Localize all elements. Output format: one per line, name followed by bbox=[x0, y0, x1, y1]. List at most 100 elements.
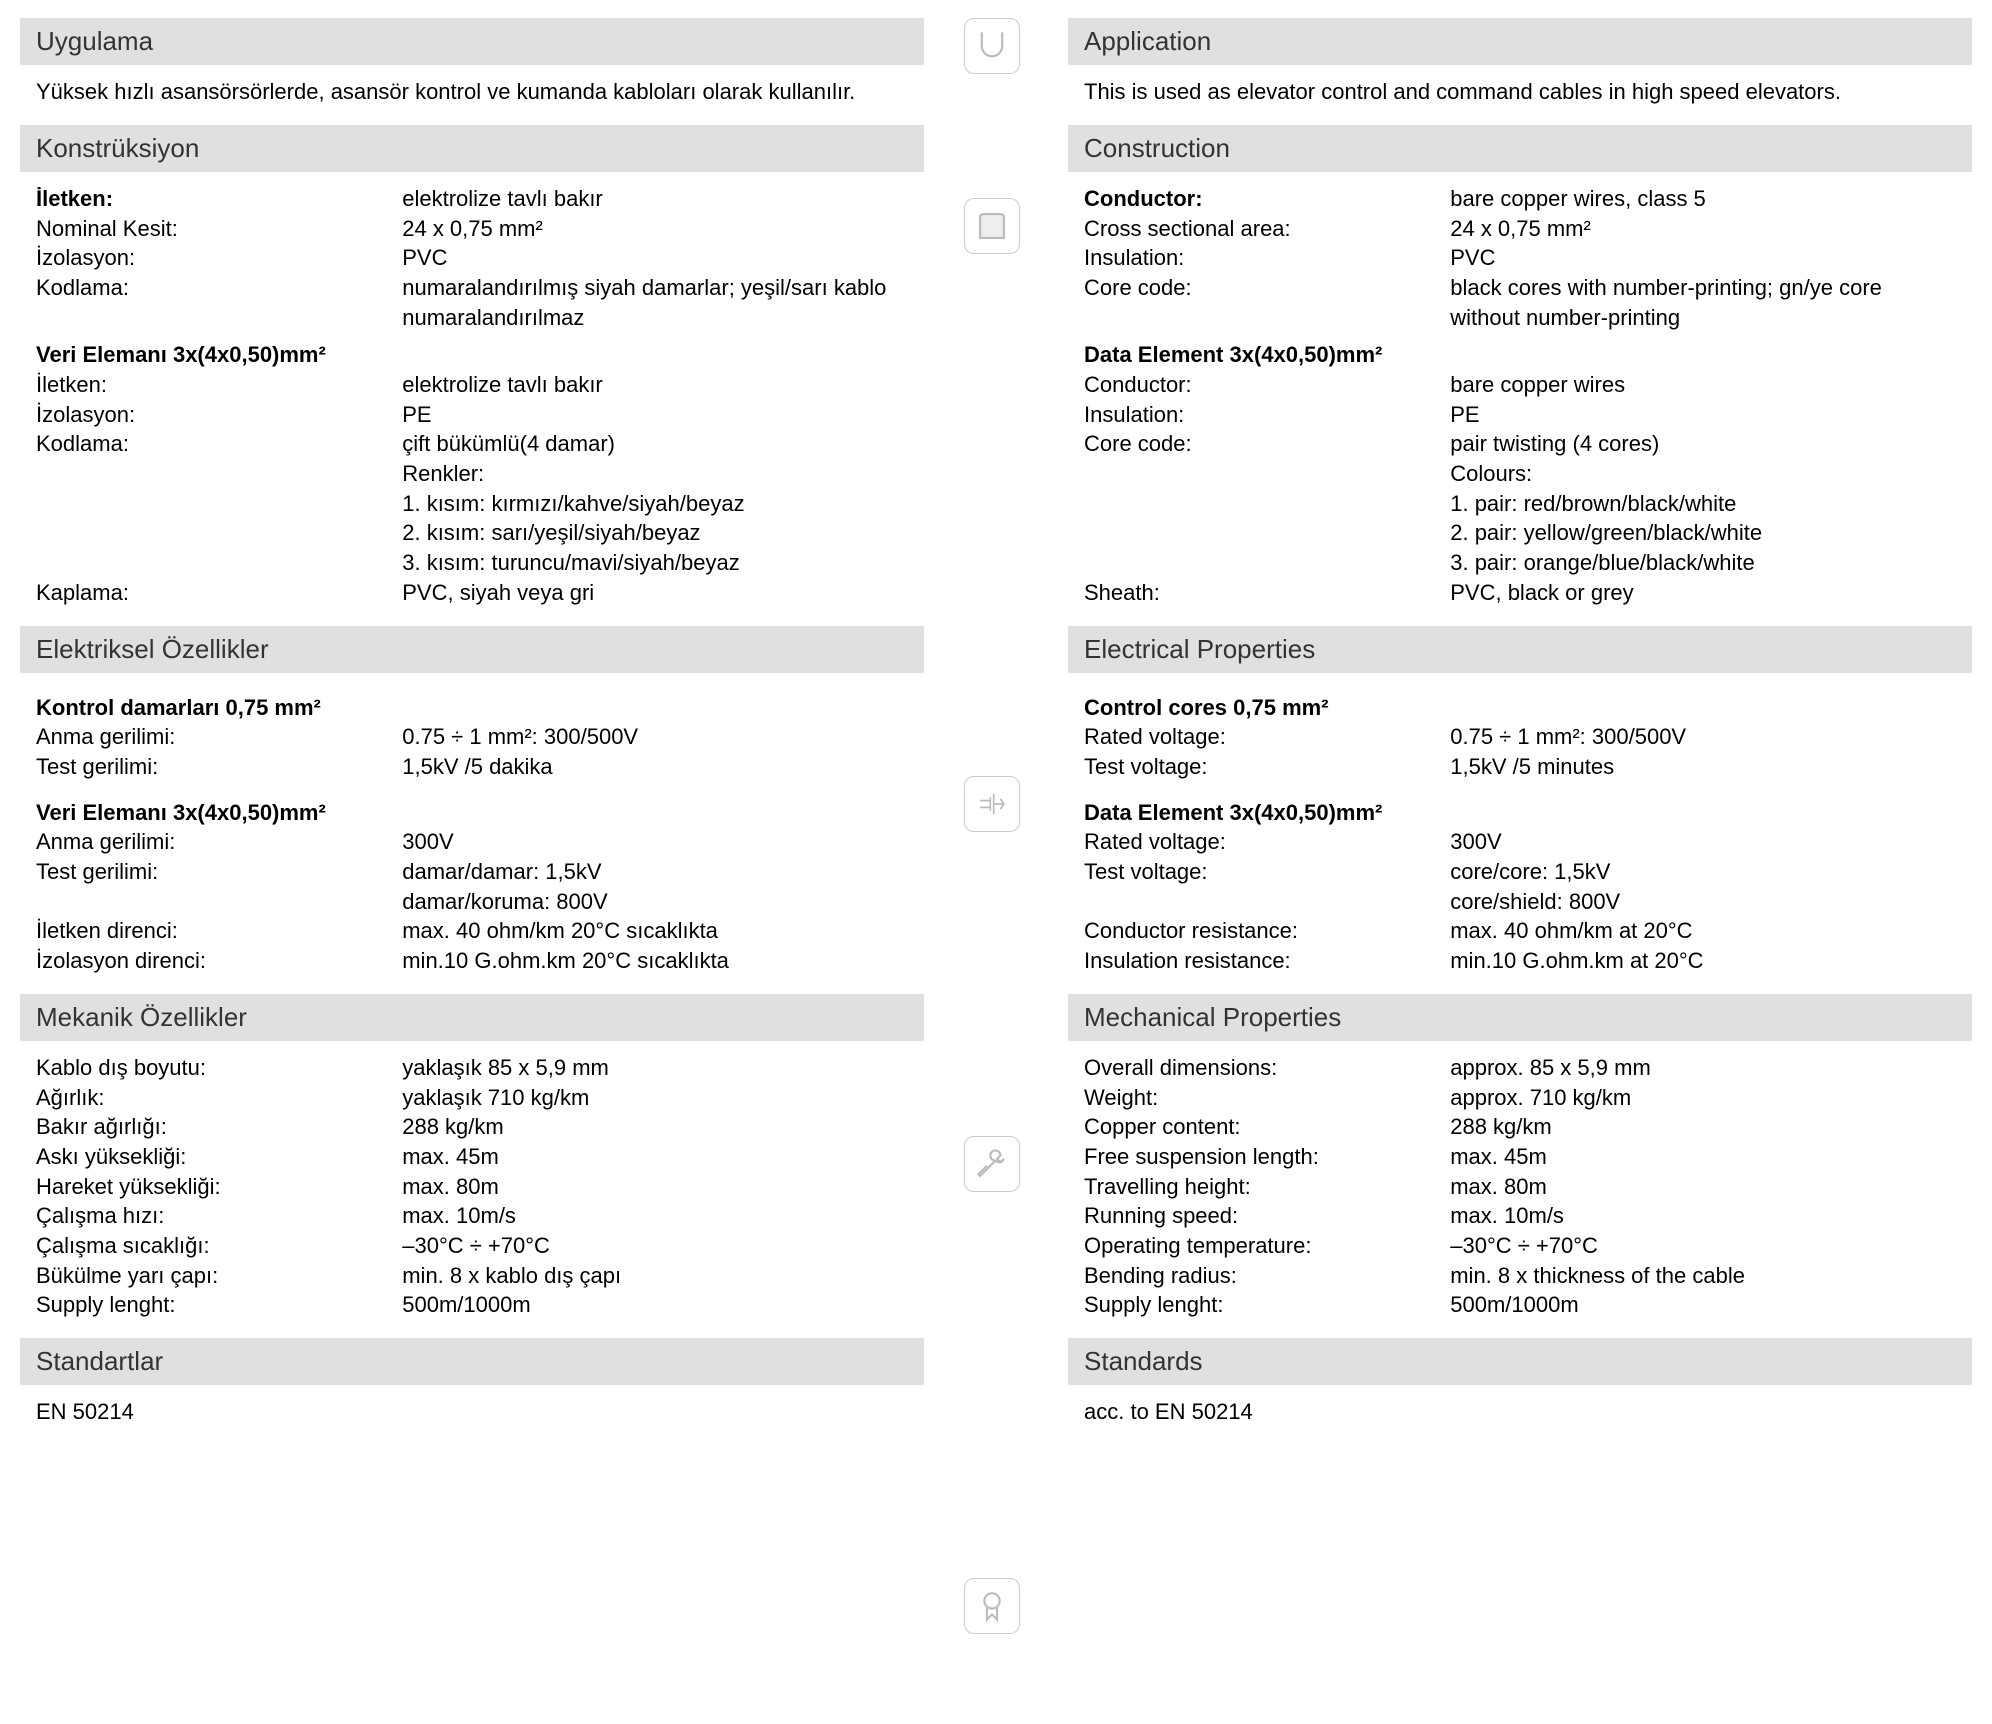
electrical-block-tr: Kontrol damarları 0,75 mm² Anma gerilimi… bbox=[20, 681, 924, 984]
spec-row: Bakır ağırlığı:288 kg/km bbox=[36, 1112, 908, 1142]
spec-value: approx. 85 x 5,9 mm bbox=[1450, 1053, 1956, 1083]
spec-value: PE bbox=[402, 400, 908, 430]
spec-row: Copper content:288 kg/km bbox=[1084, 1112, 1956, 1142]
spec-label: Rated voltage: bbox=[1084, 722, 1450, 752]
spec-label: Test voltage: bbox=[1084, 857, 1450, 887]
spec-value: max. 10m/s bbox=[1450, 1201, 1956, 1231]
spec-value: PVC bbox=[1450, 243, 1956, 273]
spec-label: Bending radius: bbox=[1084, 1261, 1450, 1291]
electrical-block-en: Control cores 0,75 mm² Rated voltage:0.7… bbox=[1068, 681, 1972, 984]
spec-row: İletken:elektrolize tavlı bakır bbox=[36, 184, 908, 214]
spec-row: Test voltage:core/core: 1,5kVcore/shield… bbox=[1084, 857, 1956, 916]
cable-u-icon bbox=[964, 18, 1020, 74]
spec-label: Insulation: bbox=[1084, 400, 1450, 430]
spec-row: Cross sectional area:24 x 0,75 mm² bbox=[1084, 214, 1956, 244]
spec-value: 300V bbox=[1450, 827, 1956, 857]
spec-label: Supply lenght: bbox=[1084, 1290, 1450, 1320]
spec-label: Copper content: bbox=[1084, 1112, 1450, 1142]
spec-row: Conductor:bare copper wires, class 5 bbox=[1084, 184, 1956, 214]
spec-value-line: 1. kısım: kırmızı/kahve/siyah/beyaz bbox=[402, 489, 908, 519]
spec-value-line: 2. kısım: sarı/yeşil/siyah/beyaz bbox=[402, 518, 908, 548]
spec-row: Rated voltage:300V bbox=[1084, 827, 1956, 857]
spec-value-line: 2. pair: yellow/green/black/white bbox=[1450, 518, 1956, 548]
spec-label: Core code: bbox=[1084, 429, 1450, 459]
spec-value-line: çift bükümlü(4 damar) bbox=[402, 429, 908, 459]
spec-row: İzolasyon:PE bbox=[36, 400, 908, 430]
spec-row: İzolasyon:PVC bbox=[36, 243, 908, 273]
spec-value: core/core: 1,5kVcore/shield: 800V bbox=[1450, 857, 1956, 916]
section-header-mechanical-en: Mechanical Properties bbox=[1068, 994, 1972, 1041]
spec-label: Supply lenght: bbox=[36, 1290, 402, 1320]
spec-sheet: Uygulama Yüksek hızlı asansörsörlerde, a… bbox=[20, 8, 1972, 1431]
spec-label: Askı yüksekliği: bbox=[36, 1142, 402, 1172]
spec-value: min.10 G.ohm.km at 20°C bbox=[1450, 946, 1956, 976]
section-header-electrical-en: Electrical Properties bbox=[1068, 626, 1972, 673]
spec-label: Overall dimensions: bbox=[1084, 1053, 1450, 1083]
spec-label: Insulation resistance: bbox=[1084, 946, 1450, 976]
electrical-sub1-tr: Kontrol damarları 0,75 mm² bbox=[36, 693, 908, 723]
electrical-sub2-tr: Veri Elemanı 3x(4x0,50)mm² bbox=[36, 798, 908, 828]
spec-label: İzolasyon: bbox=[36, 400, 402, 430]
section-header-mechanical-tr: Mekanik Özellikler bbox=[20, 994, 924, 1041]
spec-label: Çalışma hızı: bbox=[36, 1201, 402, 1231]
spec-label: Test gerilimi: bbox=[36, 752, 402, 782]
construction-sub1-tr: Veri Elemanı 3x(4x0,50)mm² bbox=[36, 340, 908, 370]
section-header-standards-en: Standards bbox=[1068, 1338, 1972, 1385]
spec-label: Test voltage: bbox=[1084, 752, 1450, 782]
spec-value: –30°C ÷ +70°C bbox=[402, 1231, 908, 1261]
spec-value: 288 kg/km bbox=[402, 1112, 908, 1142]
spec-value: 500m/1000m bbox=[402, 1290, 908, 1320]
spec-label: Sheath: bbox=[1084, 578, 1450, 608]
spec-value-line: Colours: bbox=[1450, 459, 1956, 489]
spec-row: Weight:approx. 710 kg/km bbox=[1084, 1083, 1956, 1113]
spec-label: İzolasyon direnci: bbox=[36, 946, 402, 976]
spec-label: Test gerilimi: bbox=[36, 857, 402, 887]
standards-text-en: acc. to EN 50214 bbox=[1068, 1393, 1972, 1431]
spec-value: PVC, siyah veya gri bbox=[402, 578, 908, 608]
mechanical-block-en: Overall dimensions:approx. 85 x 5,9 mmWe… bbox=[1068, 1049, 1972, 1328]
spec-row: Rated voltage:0.75 ÷ 1 mm²: 300/500V bbox=[1084, 722, 1956, 752]
spec-row: Test gerilimi:damar/damar: 1,5kVdamar/ko… bbox=[36, 857, 908, 916]
spec-row: Overall dimensions:approx. 85 x 5,9 mm bbox=[1084, 1053, 1956, 1083]
spec-label: İletken direnci: bbox=[36, 916, 402, 946]
spec-label: Kaplama: bbox=[36, 578, 402, 608]
spec-label: Weight: bbox=[1084, 1083, 1450, 1113]
spec-label: Free suspension length: bbox=[1084, 1142, 1450, 1172]
spec-label: Kablo dış boyutu: bbox=[36, 1053, 402, 1083]
center-icon-strip bbox=[964, 8, 1028, 1431]
spec-row: Kodlama:numaralandırılmış siyah damarlar… bbox=[36, 273, 908, 332]
spec-label: İletken: bbox=[36, 370, 402, 400]
spec-row: Insulation:PVC bbox=[1084, 243, 1956, 273]
spec-row: Ağırlık:yaklaşık 710 kg/km bbox=[36, 1083, 908, 1113]
application-text-en: This is used as elevator control and com… bbox=[1068, 73, 1972, 115]
spec-label: Anma gerilimi: bbox=[36, 722, 402, 752]
spec-row: İletken:elektrolize tavlı bakır bbox=[36, 370, 908, 400]
spec-label: Core code: bbox=[1084, 273, 1450, 303]
spec-value: max. 45m bbox=[1450, 1142, 1956, 1172]
spec-value: 300V bbox=[402, 827, 908, 857]
spec-row: Core code:pair twisting (4 cores)Colours… bbox=[1084, 429, 1956, 577]
spec-row: Supply lenght:500m/1000m bbox=[36, 1290, 908, 1320]
mechanical-icon bbox=[964, 1136, 1020, 1192]
section-header-application-en: Application bbox=[1068, 18, 1972, 65]
spec-row: Core code:black cores with number-printi… bbox=[1084, 273, 1956, 332]
spec-value-line: core/shield: 800V bbox=[1450, 887, 1956, 917]
spec-row: Askı yüksekliği:max. 45m bbox=[36, 1142, 908, 1172]
spec-value: max. 40 ohm/km 20°C sıcaklıkta bbox=[402, 916, 908, 946]
spec-value: min. 8 x kablo dış çapı bbox=[402, 1261, 908, 1291]
spec-value: yaklaşık 710 kg/km bbox=[402, 1083, 908, 1113]
spec-value: 0.75 ÷ 1 mm²: 300/500V bbox=[402, 722, 908, 752]
spec-row: İzolasyon direnci:min.10 G.ohm.km 20°C s… bbox=[36, 946, 908, 976]
spec-row: Nominal Kesit:24 x 0,75 mm² bbox=[36, 214, 908, 244]
construction-block-en: Conductor:bare copper wires, class 5Cros… bbox=[1068, 180, 1972, 616]
spec-label: Kodlama: bbox=[36, 273, 402, 303]
spec-row: Insulation resistance:min.10 G.ohm.km at… bbox=[1084, 946, 1956, 976]
spec-value-line: 1. pair: red/brown/black/white bbox=[1450, 489, 1956, 519]
spec-row: Anma gerilimi:300V bbox=[36, 827, 908, 857]
spec-row: Anma gerilimi:0.75 ÷ 1 mm²: 300/500V bbox=[36, 722, 908, 752]
spec-label: Ağırlık: bbox=[36, 1083, 402, 1113]
standards-icon bbox=[964, 1578, 1020, 1634]
section-header-standards-tr: Standartlar bbox=[20, 1338, 924, 1385]
spec-value: 1,5kV /5 minutes bbox=[1450, 752, 1956, 782]
spec-value-line: core/core: 1,5kV bbox=[1450, 857, 1956, 887]
